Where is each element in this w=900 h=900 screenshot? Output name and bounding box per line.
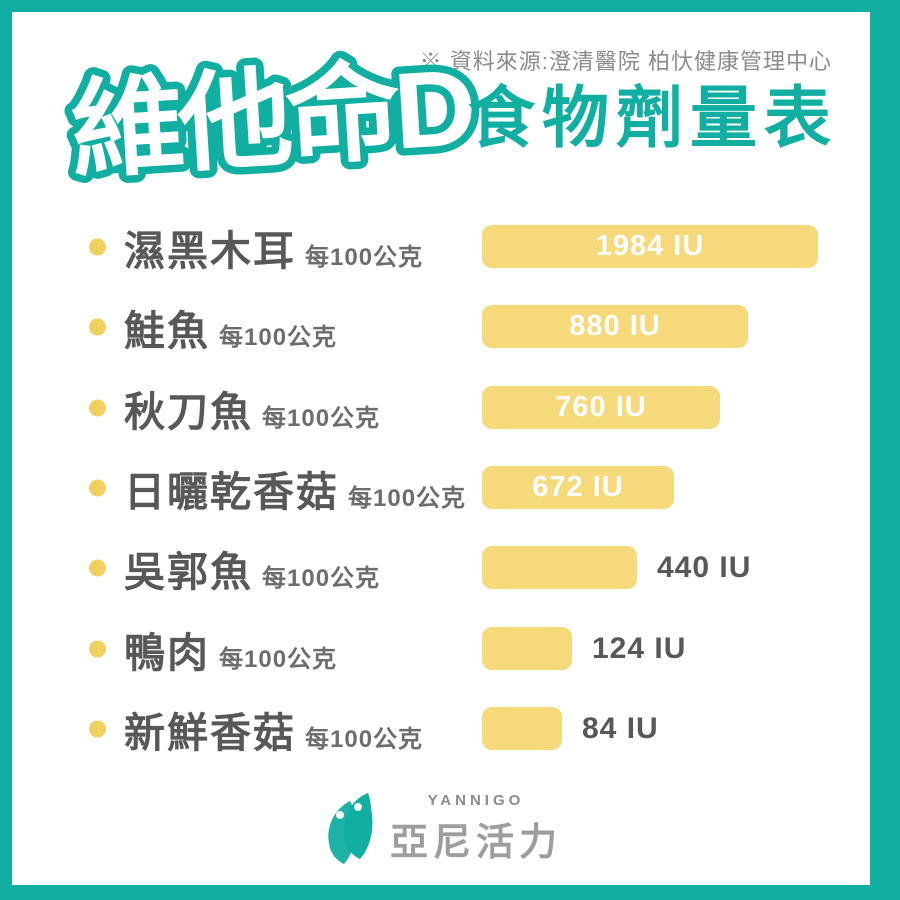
bullet-icon [89,559,106,576]
brand-name-zh: 亞尼活力 [389,822,562,864]
serving-size: 每100公克 [262,564,381,592]
page-title: 維他命D 食物劑量表 [12,12,870,202]
food-name: 鮭魚 [124,307,210,354]
food-row: 吳郭魚 每100公克 440 IU [12,546,870,595]
value-bar: 880 IU [482,305,748,348]
food-name: 吳郭魚 [124,548,253,595]
serving-size: 每100公克 [305,725,424,753]
value-bar: 760 IU [482,386,720,429]
bullet-icon [89,238,106,255]
yannigo-bird-icon [328,793,373,864]
serving-size: 每100公克 [348,484,467,512]
value-bar [482,707,562,750]
food-row: 新鮮香菇 每100公克 84 IU [12,707,870,756]
value-label-outside: 124 IU [592,631,687,665]
title-highlight-outlined: 維他命D [59,39,483,199]
food-row: 濕黑木耳 每100公克 1984 IU [12,225,870,274]
value-bar: 1984 IU [482,225,818,268]
value-label-inside: 672 IU [532,471,624,503]
food-name: 濕黑木耳 [124,227,296,274]
value-bar: 672 IU [482,466,674,509]
food-name: 日曬乾香菇 [124,468,339,515]
title-rest-text: 食物劑量表 [468,81,838,156]
food-row: 秋刀魚 每100公克 760 IU [12,386,870,435]
source-note: ※ 資料來源:澄清醫院 柏忕健康管理中心 [419,49,832,74]
value-label-outside: 440 IU [657,550,752,584]
bullet-icon [89,640,106,657]
value-label-outside: 84 IU [582,711,659,745]
food-name: 新鮮香菇 [124,709,296,756]
serving-size: 每100公克 [219,645,338,673]
value-label-inside: 1984 IU [595,230,705,262]
serving-size: 每100公克 [219,323,338,351]
serving-size: 每100公克 [305,243,424,271]
food-row: 日曬乾香菇 每100公克 672 IU [12,466,870,515]
value-bar [482,546,637,589]
food-name: 鴨肉 [124,629,210,676]
brand-name-en: YANNIGO [427,792,525,809]
brand-logo: YANNIGO 亞尼活力 [12,792,870,866]
food-row: 鮭魚 每100公克 880 IU [12,305,870,354]
food-row: 鴨肉 每100公克 124 IU [12,627,870,676]
value-label-inside: 760 IU [555,391,647,423]
serving-size: 每100公克 [262,404,381,432]
bullet-icon [89,399,106,416]
bullet-icon [89,720,106,737]
food-bar-list: 濕黑木耳 每100公克 1984 IU 鮭魚 每100公克 880 IU 秋刀魚 [12,12,870,885]
bullet-icon [89,479,106,496]
bullet-icon [89,318,106,335]
value-bar [482,627,572,670]
food-name: 秋刀魚 [124,388,253,435]
value-label-inside: 880 IU [569,310,661,342]
